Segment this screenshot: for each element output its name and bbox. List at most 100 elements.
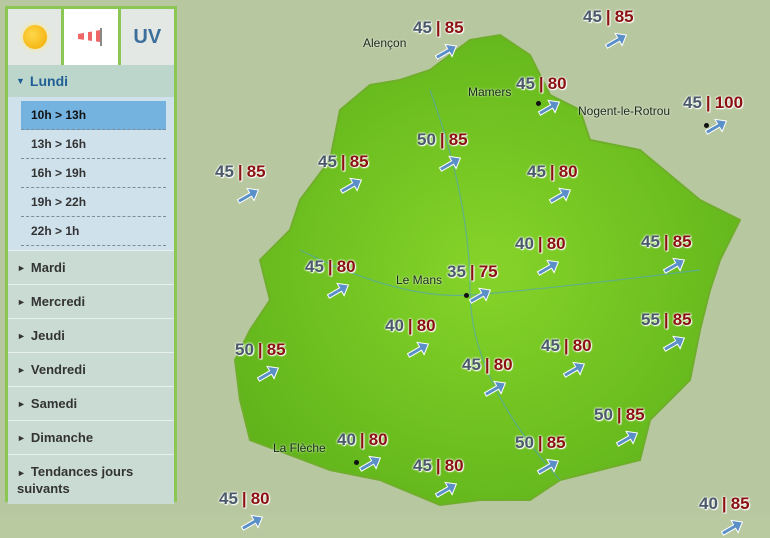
wind-speed: 45 xyxy=(583,7,602,26)
separator: | xyxy=(663,232,669,251)
city-label: La Flèche xyxy=(273,441,326,455)
wind-speed: 40 xyxy=(515,234,534,253)
triangle-right-icon: ► xyxy=(17,432,26,443)
triangle-down-icon: ▼ xyxy=(16,76,25,86)
wind-speed: 50 xyxy=(417,130,436,149)
gust-speed: 85 xyxy=(614,7,634,26)
wind-direction-arrow-icon xyxy=(662,335,686,352)
wind-speed: 50 xyxy=(235,340,254,359)
wind-direction-arrow-icon xyxy=(406,341,430,358)
wind-direction-arrow-icon xyxy=(240,514,264,531)
city-label: Le Mans xyxy=(396,273,443,287)
wind-direction-arrow-icon xyxy=(537,99,561,116)
wind-direction-arrow-icon xyxy=(326,282,350,299)
wind-direction-arrow-icon xyxy=(483,380,507,397)
gust-speed: 85 xyxy=(266,340,286,359)
wind-station-label: 45 | 80 xyxy=(527,162,578,182)
wind-direction-arrow-icon xyxy=(536,259,560,276)
triangle-right-icon: ► xyxy=(17,398,26,409)
wind-direction-arrow-icon xyxy=(536,458,560,475)
wind-direction-arrow-icon xyxy=(438,155,462,172)
separator: | xyxy=(241,489,247,508)
gust-speed: 85 xyxy=(448,130,468,149)
wind-speed: 45 xyxy=(413,18,432,37)
wind-station-label: 50 | 85 xyxy=(515,433,566,453)
wind-station-label: 45 | 80 xyxy=(219,489,270,509)
city-dot xyxy=(536,101,541,106)
wind-direction-arrow-icon xyxy=(604,32,628,49)
gust-speed: 80 xyxy=(368,430,388,449)
wind-station-label: 55 | 85 xyxy=(641,310,692,330)
gust-speed: 85 xyxy=(625,405,645,424)
triangle-right-icon: ► xyxy=(17,330,26,341)
wind-direction-arrow-icon xyxy=(662,257,686,274)
slot-item[interactable]: 13h > 16h xyxy=(21,130,166,159)
forecast-sidebar: UV ▼ Lundi 10h > 13h 13h > 16h 16h > 19h … xyxy=(5,6,177,504)
separator: | xyxy=(605,7,611,26)
separator: | xyxy=(549,162,555,181)
triangle-right-icon: ► xyxy=(17,364,26,375)
slot-item[interactable]: 19h > 22h xyxy=(21,188,166,217)
triangle-right-icon: ► xyxy=(17,296,26,307)
gust-speed: 80 xyxy=(558,162,578,181)
day-mardi[interactable]: ► Mardi xyxy=(8,250,174,284)
wind-direction-arrow-icon xyxy=(615,430,639,447)
slot-item[interactable]: 22h > 1h xyxy=(21,217,166,246)
separator: | xyxy=(257,340,263,359)
wind-station-label: 45 | 85 xyxy=(318,152,369,172)
wind-direction-arrow-icon xyxy=(256,365,280,382)
separator: | xyxy=(327,257,333,276)
gust-speed: 85 xyxy=(246,162,266,181)
day-jeudi[interactable]: ► Jeudi xyxy=(8,318,174,352)
wind-station-label: 40 | 80 xyxy=(385,316,436,336)
wind-direction-arrow-icon xyxy=(434,481,458,498)
slot-item[interactable]: 16h > 19h xyxy=(21,159,166,188)
sarthe-region xyxy=(233,33,742,507)
wind-station-label: 45 | 85 xyxy=(641,232,692,252)
wind-direction-arrow-icon xyxy=(434,43,458,60)
wind-direction-arrow-icon xyxy=(468,287,492,304)
wind-station-label: 45 | 100 xyxy=(683,93,743,113)
city-label: Nogent-le-Rotrou xyxy=(578,104,671,118)
day-tendances[interactable]: ► Tendances jours suivants xyxy=(8,454,174,504)
gust-speed: 80 xyxy=(336,257,356,276)
gust-speed: 85 xyxy=(546,433,566,452)
city-dot xyxy=(464,293,469,298)
wind-station-label: 45 | 85 xyxy=(583,7,634,27)
day-lundi[interactable]: ▼ Lundi xyxy=(8,65,174,97)
triangle-right-icon: ► xyxy=(17,262,26,273)
day-mercredi[interactable]: ► Mercredi xyxy=(8,284,174,318)
day-vendredi[interactable]: ► Vendredi xyxy=(8,352,174,386)
tab-uv[interactable]: UV xyxy=(120,9,174,65)
city-label: Mamers xyxy=(468,85,512,99)
wind-station-label: 45 | 80 xyxy=(516,74,567,94)
separator: | xyxy=(439,130,445,149)
tab-sun[interactable] xyxy=(8,9,62,65)
separator: | xyxy=(616,405,622,424)
wind-speed: 45 xyxy=(318,152,337,171)
wind-direction-arrow-icon xyxy=(358,455,382,472)
wind-speed: 50 xyxy=(594,405,613,424)
wind-station-label: 40 | 85 xyxy=(699,494,750,514)
wind-station-label: 40 | 80 xyxy=(515,234,566,254)
tab-wind[interactable] xyxy=(64,9,118,65)
day-dimanche[interactable]: ► Dimanche xyxy=(8,420,174,454)
wind-speed: 45 xyxy=(541,336,560,355)
city-label: Alençon xyxy=(363,36,407,50)
wind-direction-arrow-icon xyxy=(548,187,572,204)
wind-station-label: 50 | 85 xyxy=(235,340,286,360)
wind-speed: 40 xyxy=(385,316,404,335)
day-samedi[interactable]: ► Samedi xyxy=(8,386,174,420)
slot-item[interactable]: 10h > 13h xyxy=(21,101,166,130)
separator: | xyxy=(663,310,669,329)
wind-speed: 55 xyxy=(641,310,660,329)
wind-station-label: 45 | 80 xyxy=(541,336,592,356)
gust-speed: 85 xyxy=(672,232,692,251)
separator: | xyxy=(721,494,727,513)
wind-speed: 45 xyxy=(516,74,535,93)
wind-station-label: 45 | 85 xyxy=(413,18,464,38)
city-dot xyxy=(354,460,359,465)
separator: | xyxy=(469,262,475,281)
gust-speed: 80 xyxy=(572,336,592,355)
wind-direction-arrow-icon xyxy=(720,519,744,536)
